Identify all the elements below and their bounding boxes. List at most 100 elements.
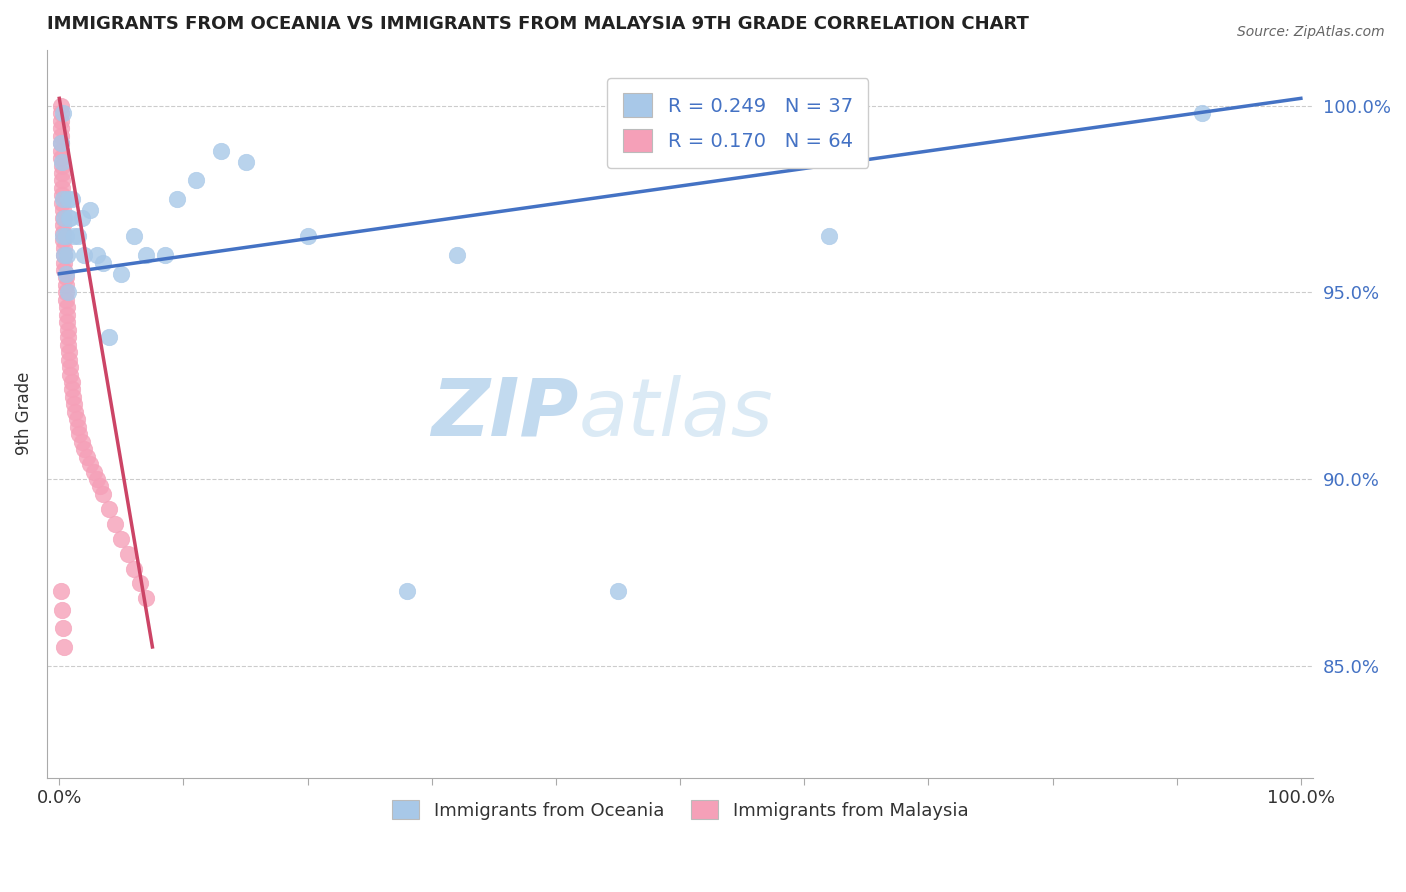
Point [86,472,108,486]
Point [55,293,77,307]
Point [73,442,96,457]
Point [98,330,121,344]
Point [53,255,76,269]
Point [153,248,176,262]
Point [51,195,73,210]
Point [51,154,73,169]
Point [55,270,77,285]
Point [53,211,76,225]
Point [395,584,418,599]
Point [63,229,86,244]
Point [135,248,157,262]
Point [49,106,72,120]
Point [55,285,77,300]
Point [52,219,75,233]
Point [56,330,79,344]
Point [60,383,83,397]
Point [59,211,82,225]
Point [66,419,89,434]
Point [55,315,77,329]
Point [52,211,75,225]
Point [129,576,152,591]
Point [63,397,86,411]
Point [51,166,73,180]
Point [62,390,84,404]
Point [53,248,76,262]
Point [91,487,114,501]
Point [52,233,75,247]
Point [86,248,108,262]
Point [52,203,75,218]
Point [49,144,72,158]
Text: Source: ZipAtlas.com: Source: ZipAtlas.com [1237,25,1385,39]
Y-axis label: 9th Grade: 9th Grade [15,372,32,456]
Point [55,277,77,292]
Point [49,136,72,150]
Point [49,128,72,143]
Legend: Immigrants from Oceania, Immigrants from Malaysia: Immigrants from Oceania, Immigrants from… [385,793,976,827]
Point [91,255,114,269]
Point [76,450,98,464]
Point [49,121,72,136]
Point [52,226,75,240]
Point [70,434,93,449]
Point [51,181,73,195]
Point [52,621,75,635]
Point [58,211,80,225]
Point [70,211,93,225]
Point [53,640,76,654]
Point [51,188,73,202]
Point [56,337,79,351]
Point [60,192,83,206]
Point [58,352,80,367]
Point [166,192,188,206]
Point [53,263,76,277]
Point [56,192,79,206]
Point [53,248,76,262]
Point [79,457,101,471]
Text: IMMIGRANTS FROM OCEANIA VS IMMIGRANTS FROM MALAYSIA 9TH GRADE CORRELATION CHART: IMMIGRANTS FROM OCEANIA VS IMMIGRANTS FR… [46,15,1029,33]
Point [51,602,73,616]
Point [235,154,257,169]
Point [83,465,105,479]
Point [209,144,232,158]
Point [66,412,89,426]
Point [56,285,79,300]
Point [51,173,73,187]
Point [65,405,87,419]
Point [59,359,82,374]
Point [122,561,145,575]
Point [53,241,76,255]
Point [98,501,121,516]
Text: ZIP: ZIP [432,375,579,453]
Point [49,113,72,128]
Point [49,584,72,599]
Point [58,345,80,359]
Point [52,192,75,206]
Point [59,368,82,382]
Point [818,229,841,244]
Point [55,248,77,262]
Point [67,427,90,442]
Point [79,203,101,218]
Point [89,479,111,493]
Text: atlas: atlas [579,375,773,453]
Point [104,516,127,531]
Point [122,229,145,244]
Point [66,229,89,244]
Point [60,375,83,389]
Point [52,106,75,120]
Point [297,229,319,244]
Point [49,99,72,113]
Point [117,547,139,561]
Point [1191,106,1213,120]
Point [607,584,630,599]
Point [110,532,132,546]
Point [55,267,77,281]
Point [446,248,468,262]
Point [49,151,72,165]
Point [55,308,77,322]
Point [135,591,157,606]
Point [49,136,72,150]
Point [55,229,77,244]
